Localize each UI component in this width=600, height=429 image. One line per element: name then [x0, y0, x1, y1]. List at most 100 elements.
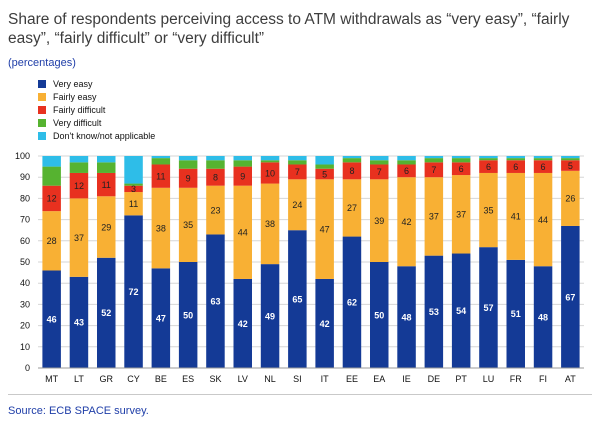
- data-label: 35: [183, 220, 193, 230]
- bar-segment-very-easy: [206, 234, 225, 368]
- data-label: 52: [101, 308, 111, 318]
- bar-segment-fairly-easy: [178, 187, 198, 262]
- data-label: 9: [186, 174, 191, 184]
- data-label: 29: [101, 222, 111, 232]
- bar-segment-fairly-easy: [506, 172, 525, 260]
- bar-segment-fairly-difficult: [260, 162, 280, 184]
- y-tick-label: 100: [15, 151, 30, 161]
- bar-segment-very-difficult: [451, 158, 471, 163]
- legend-item-very-difficult: Very difficult: [38, 116, 155, 129]
- bar-segment-fairly-difficult: [342, 162, 362, 180]
- chart-subtitle: (percentages): [8, 57, 76, 69]
- x-tick-label: SI: [293, 374, 302, 384]
- bar-segment-fairly-difficult: [315, 168, 334, 180]
- data-label: 39: [374, 216, 384, 226]
- bar-segment-dont-know: [315, 156, 334, 165]
- data-label: 42: [402, 217, 412, 227]
- bar-segment-fairly-difficult: [561, 160, 580, 171]
- bar-segment-dont-know: [151, 156, 171, 159]
- bar-segment-fairly-difficult: [42, 185, 61, 212]
- y-tick-label: 40: [20, 278, 30, 288]
- legend-swatch-fairly-easy: [38, 92, 46, 101]
- x-tick-label: NL: [264, 374, 276, 384]
- data-label: 47: [156, 313, 166, 323]
- data-label: 50: [183, 310, 193, 320]
- x-tick-label: BE: [155, 374, 167, 384]
- x-tick-label: SK: [209, 374, 221, 384]
- legend-label-fairly-difficult: Fairly difficult: [53, 104, 106, 115]
- footer-divider: [8, 394, 592, 395]
- bar-segment-very-easy: [288, 230, 307, 368]
- data-label: 11: [156, 171, 165, 181]
- data-label: 5: [568, 161, 573, 171]
- data-label: 48: [538, 312, 548, 322]
- bar-segment-dont-know: [370, 156, 389, 161]
- legend: Very easy Fairly easy Fairly difficult V…: [38, 77, 155, 142]
- legend-swatch-very-difficult: [38, 118, 46, 127]
- bar-segment-dont-know: [506, 156, 525, 159]
- bar-segment-very-difficult: [124, 183, 143, 186]
- y-tick-label: 10: [20, 342, 30, 352]
- legend-swatch-dont-know: [38, 131, 46, 140]
- data-label: 26: [565, 194, 575, 204]
- bar-segment-very-easy: [69, 276, 89, 368]
- bar-segment-fairly-difficult: [97, 172, 116, 197]
- legend-swatch-fairly-difficult: [38, 105, 46, 114]
- bar-segment-dont-know: [233, 156, 252, 161]
- bar-segment-fairly-easy: [561, 170, 580, 226]
- legend-item-dont-know: Don't know/not applicable: [38, 129, 155, 142]
- data-label: 42: [320, 319, 330, 329]
- data-label: 44: [538, 215, 548, 225]
- data-label: 9: [240, 171, 245, 181]
- bar-segment-very-easy: [424, 255, 444, 368]
- data-label: 6: [404, 166, 409, 176]
- bar-segment-fairly-difficult: [69, 172, 89, 199]
- bar-segment-fairly-easy: [260, 183, 280, 265]
- x-tick-label: FR: [510, 374, 522, 384]
- data-label: 8: [213, 173, 218, 183]
- legend-swatch-very-easy: [38, 79, 46, 88]
- y-tick-label: 60: [20, 236, 30, 246]
- data-label: 7: [377, 167, 382, 177]
- bar-segment-very-difficult: [178, 160, 198, 169]
- data-label: 41: [511, 212, 521, 222]
- bar-segment-very-easy: [370, 262, 389, 368]
- data-label: 10: [265, 168, 275, 178]
- bar-segment-dont-know: [124, 156, 143, 184]
- source-note: Source: ECB SPACE survey.: [8, 405, 149, 417]
- x-tick-label: PT: [455, 374, 467, 384]
- bar-segment-very-difficult: [506, 158, 525, 161]
- bar-segment-very-easy: [178, 262, 198, 368]
- legend-label-very-difficult: Very difficult: [53, 117, 102, 128]
- bar-segment-very-easy: [397, 266, 416, 368]
- bar-segment-very-easy: [260, 264, 280, 368]
- bar-segment-very-easy: [124, 215, 143, 368]
- bar-segment-fairly-difficult: [451, 162, 471, 176]
- data-label: 28: [47, 236, 57, 246]
- x-tick-label: LU: [483, 374, 495, 384]
- bar-segment-fairly-easy: [451, 175, 471, 254]
- x-tick-label: EA: [373, 374, 385, 384]
- x-tick-label: IE: [402, 374, 411, 384]
- data-label: 11: [102, 180, 111, 190]
- data-label: 35: [483, 205, 493, 215]
- data-label: 7: [431, 165, 436, 175]
- data-label: 42: [238, 319, 248, 329]
- bar-segment-dont-know: [178, 156, 198, 161]
- y-tick-label: 50: [20, 257, 30, 267]
- bar-segment-very-difficult: [260, 160, 280, 163]
- bar-segment-fairly-easy: [397, 177, 416, 267]
- bar-segment-very-difficult: [206, 160, 225, 169]
- data-label: 57: [483, 303, 493, 313]
- legend-item-fairly-easy: Fairly easy: [38, 90, 155, 103]
- data-label: 38: [156, 223, 166, 233]
- data-label: 37: [74, 233, 84, 243]
- bar-segment-fairly-difficult: [479, 160, 498, 173]
- bar-segment-dont-know: [451, 156, 471, 159]
- legend-label-dont-know: Don't know/not applicable: [53, 130, 156, 141]
- bar-segment-very-easy: [506, 259, 525, 368]
- bar-segment-very-easy: [561, 225, 580, 368]
- legend-item-very-easy: Very easy: [38, 77, 155, 90]
- data-label: 3: [131, 184, 136, 194]
- chart-title: Share of respondents perceiving access t…: [8, 11, 570, 47]
